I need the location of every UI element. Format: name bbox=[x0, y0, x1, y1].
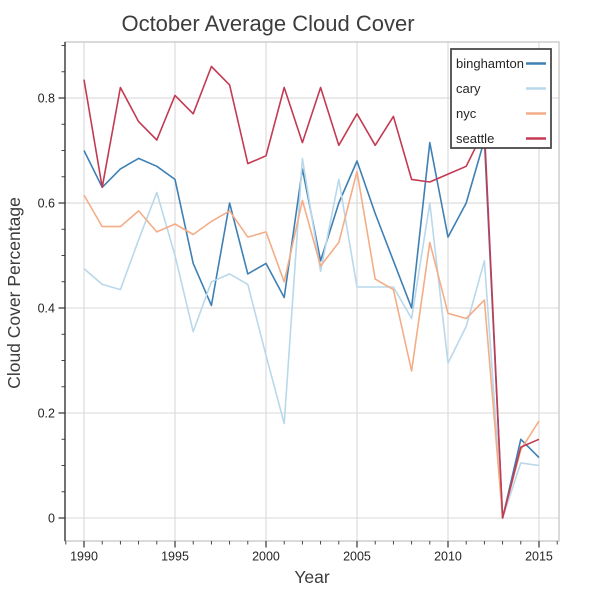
series-lines bbox=[83, 65, 540, 519]
y-tick-label: 0 bbox=[48, 511, 55, 525]
y-tick-label: 0.2 bbox=[38, 406, 55, 420]
series-line-seattle bbox=[83, 65, 540, 519]
legend-label-binghamton: binghamton bbox=[456, 56, 524, 71]
tick-labels: 1990 1995 2000 2005 2010 2015 0 0.2 0.4 0.6 0.8 bbox=[38, 91, 553, 563]
plot-frame bbox=[64, 41, 560, 542]
axis-ticks bbox=[58, 45, 558, 548]
x-tick-label: 1990 bbox=[70, 550, 98, 564]
x-tick-label: 2005 bbox=[343, 550, 371, 564]
x-tick-label: 2000 bbox=[252, 550, 280, 564]
legend-box bbox=[450, 48, 552, 149]
series-line-cary bbox=[83, 157, 540, 519]
chart-title: October Average Cloud Cover bbox=[121, 11, 414, 36]
series-line-nyc bbox=[83, 170, 540, 519]
x-tick-label: 2010 bbox=[434, 550, 462, 564]
y-tick-label: 0.4 bbox=[38, 301, 55, 315]
x-axis-label: Year bbox=[294, 567, 330, 587]
legend-label-cary: cary bbox=[456, 81, 481, 96]
legend-label-nyc: nyc bbox=[456, 106, 477, 121]
y-tick-label: 0.6 bbox=[38, 196, 55, 210]
y-tick-label: 0.8 bbox=[38, 91, 55, 105]
x-tick-label: 1995 bbox=[161, 550, 189, 564]
y-axis-label: Cloud Cover Percentage bbox=[4, 197, 24, 389]
legend: binghamton cary nyc seattle bbox=[450, 48, 552, 149]
x-tick-label: 2015 bbox=[525, 550, 553, 564]
legend-label-seattle: seattle bbox=[456, 131, 494, 146]
